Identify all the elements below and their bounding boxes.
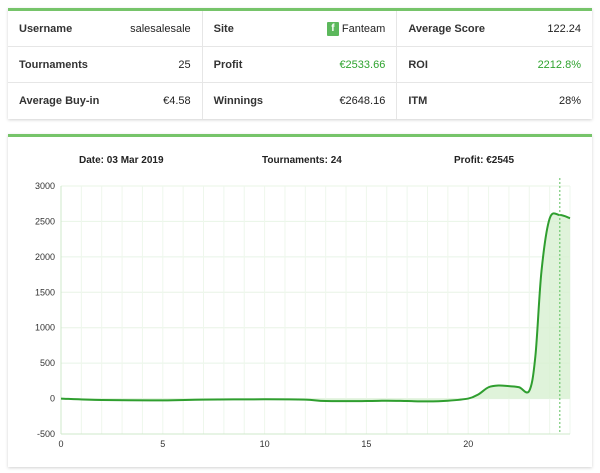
x-tick-label: 5 [160,439,165,449]
stat-label: ITM [408,95,428,107]
stat-itm: ITM 28% [397,83,592,119]
profit-series-line [60,212,571,403]
x-tick-label: 15 [361,439,371,449]
x-tick-label: 0 [58,439,63,449]
stat-value-text: 2212.8% [537,58,581,71]
stat-label: Site [213,22,234,35]
stat-value: 28% [559,95,581,107]
stat-value-text: €2533.66 [339,58,386,71]
stat-value-text: 28% [558,95,581,107]
tooltip-date: Date: 03 Mar 2019 [79,155,164,166]
stat-value: 2212.8% [538,59,581,71]
x-tick-label: 10 [260,439,270,449]
stat-tournaments: Tournaments 25 [8,47,203,83]
y-tick-label: 3000 [35,181,55,191]
profit-area-fill [61,213,570,402]
stat-label: Profit [213,58,243,71]
stat-site: Site f Fanteam [202,11,398,47]
y-tick-label: 0 [50,394,55,404]
y-tick-label: 2500 [35,216,55,226]
stat-average-buy-in: Average Buy-in €4.58 [8,83,203,119]
stat-label: Tournaments [19,58,88,71]
stat-average-score: Average Score 122.24 [397,11,592,47]
profit-chart-card: Date: 03 Mar 2019 Tournaments: 24 Profit… [8,134,592,467]
stat-label: Average Buy-in [19,95,100,107]
stat-value: 122.24 [547,23,581,35]
stat-value: f Fanteam [326,21,386,36]
stat-value-text: 25 [178,58,191,71]
stat-value-text: €4.58 [163,95,191,107]
stat-value-text: Fanteam [341,22,386,35]
stat-value: 25 [178,59,190,71]
stat-label: Winnings [213,95,264,107]
y-tick-label: 2000 [35,252,55,262]
stats-grid: Username salesalesale Site f Fanteam Average … [8,11,592,119]
stat-winnings: Winnings €2648.16 [203,83,398,119]
y-tick-label: -500 [37,429,55,439]
x-tick-label: 20 [463,439,473,449]
stat-username: Username salesalesale [8,11,203,47]
y-tick-label: 1500 [35,287,55,297]
y-tick-label: 1000 [35,323,55,333]
stats-card: Username salesalesale Site f Fanteam Average … [8,8,592,119]
stat-value: €4.58 [163,95,191,107]
stat-value-text: €2648.16 [339,95,386,107]
stat-label: ROI [408,58,428,71]
stat-label: Username [19,22,73,35]
stat-value: €2648.16 [339,95,385,107]
fanteam-logo-icon: f [326,21,339,36]
stat-value-text: salesalesale [130,22,191,35]
tooltip-profit: Profit: €2545 [454,155,515,166]
stat-roi: ROI 2212.8% [397,47,592,83]
stat-profit: Profit €2533.66 [202,47,398,83]
tooltip-tournaments: Tournaments: 24 [262,155,342,166]
stat-value: €2533.66 [339,59,385,71]
y-tick-label: 500 [40,358,55,368]
stat-value-text: 122.24 [547,22,581,35]
stat-value: salesalesale [130,23,191,35]
stat-label: Average Score [408,22,485,35]
